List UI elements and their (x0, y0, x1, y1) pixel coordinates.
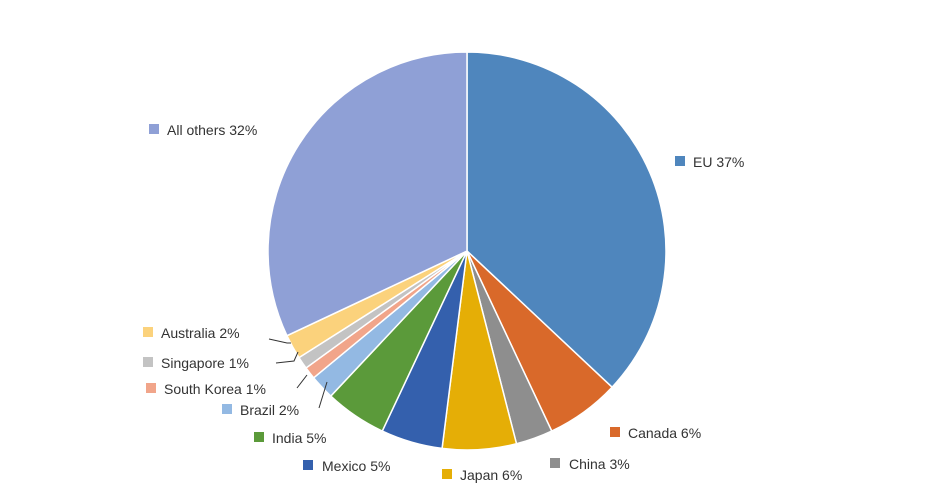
pie-slice-eu (466, 51, 667, 389)
slice-label-mexico: Mexico 5% (322, 458, 390, 474)
legend-key-singapore (143, 357, 153, 367)
slice-label-south-korea: South Korea 1% (164, 381, 266, 397)
slice-label-singapore: Singapore 1% (161, 355, 249, 371)
slice-label-brazil: Brazil 2% (240, 402, 299, 418)
slice-labels: EU 37% Canada 6% China 3% Japan 6% Mexico 5%… (143, 122, 744, 483)
legend-key-brazil (222, 404, 232, 414)
slice-label-eu: EU 37% (693, 154, 744, 170)
slice-label-australia: Australia 2% (161, 325, 240, 341)
slice-label-canada: Canada 6% (628, 425, 701, 441)
slice-label-china: China 3% (569, 456, 630, 472)
leader-line-south-korea (296, 374, 308, 389)
legend-key-all-others (149, 124, 159, 134)
leader-line-singapore (275, 351, 299, 364)
legend-key-canada (610, 427, 620, 437)
pie-slices (267, 51, 667, 451)
legend-key-eu (675, 156, 685, 166)
slice-label-all-others: All others 32% (167, 122, 257, 138)
legend-key-india (254, 432, 264, 442)
legend-key-japan (442, 469, 452, 479)
legend-key-china (550, 458, 560, 468)
leader-line-australia (268, 338, 291, 344)
pie-slice-all-others (267, 51, 468, 337)
leader-line-brazil (318, 381, 328, 409)
slice-label-india: India 5% (272, 430, 326, 446)
legend-key-australia (143, 327, 153, 337)
legend-key-mexico (303, 460, 313, 470)
legend-key-south-korea (146, 383, 156, 393)
slice-label-japan: Japan 6% (460, 467, 522, 483)
leader-lines (268, 338, 328, 409)
